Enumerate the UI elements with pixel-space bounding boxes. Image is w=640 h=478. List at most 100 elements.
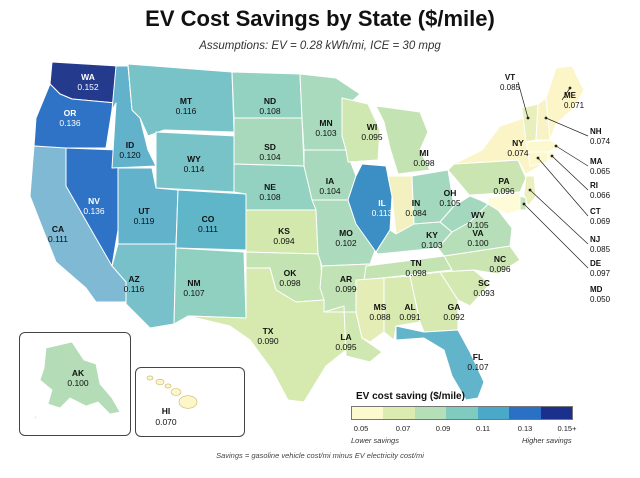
state-abbr-hi: HI (162, 406, 171, 416)
state-value-nc: 0.096 (489, 264, 511, 274)
leader-lines (517, 81, 589, 269)
state-value-ga: 0.092 (443, 312, 465, 322)
state-value-mi: 0.098 (413, 158, 435, 168)
state-value-oh: 0.105 (439, 198, 461, 208)
state-abbr-co: CO (202, 214, 215, 224)
state-value-nh: 0.074 (590, 137, 611, 146)
leader-dot-ct (536, 156, 540, 160)
state-value-ks: 0.094 (273, 236, 295, 246)
legend-swatch (352, 407, 384, 419)
state-value-wy: 0.114 (184, 164, 205, 174)
state-value-nm: 0.107 (183, 288, 205, 298)
state-value-mn: 0.103 (315, 128, 337, 138)
state-value-sd: 0.104 (259, 152, 281, 162)
state-abbr-mn: MN (319, 118, 332, 128)
legend-tick-label: 0.15+ (557, 424, 577, 433)
state-hi-island (164, 383, 172, 389)
state-value-pa: 0.096 (493, 186, 515, 196)
state-value-tx: 0.090 (257, 336, 279, 346)
state-abbr-ca: CA (52, 224, 64, 234)
state-value-me: 0.071 (564, 101, 585, 110)
legend-ticks: 0.05 0.07 0.09 0.11 0.13 0.15+ (343, 424, 583, 436)
state-abbr-ny: NY (512, 138, 524, 148)
state-value-mo: 0.102 (335, 238, 357, 248)
state-nv (65, 147, 119, 267)
state-wi (341, 97, 381, 163)
state-abbr-nh: NH (590, 127, 602, 136)
state-abbr-wy: WY (187, 154, 201, 164)
state-value-in: 0.084 (405, 208, 427, 218)
state-abbr-nj: NJ (590, 235, 600, 244)
state-ma (525, 139, 563, 153)
state-value-al: 0.091 (399, 312, 421, 322)
state-shapes (29, 61, 585, 403)
legend-swatch (540, 407, 572, 419)
leader-line-ma (555, 145, 589, 167)
state-abbr-ct: CT (590, 207, 601, 216)
legend-swatch (383, 407, 415, 419)
leader-line-me (561, 87, 571, 101)
state-value-or: 0.136 (59, 118, 81, 128)
state-value-ia: 0.104 (319, 186, 341, 196)
state-abbr-vt: VT (505, 73, 515, 82)
state-abbr-id: ID (126, 140, 135, 150)
state-value-tn: 0.098 (405, 268, 427, 278)
leader-line-ct (537, 157, 589, 217)
state-abbr-ri: RI (590, 181, 598, 190)
state-abbr-pa: PA (498, 176, 509, 186)
state-abbr-ks: KS (278, 226, 290, 236)
state-abbr-sd: SD (264, 142, 276, 152)
state-value-ak: 0.100 (67, 378, 89, 388)
state-value-ok: 0.098 (279, 278, 301, 288)
state-value-ne: 0.108 (259, 192, 281, 202)
state-abbr-mi: MI (419, 148, 428, 158)
state-mi (375, 105, 431, 175)
state-abbr-de: DE (590, 259, 602, 268)
state-value-ri: 0.066 (590, 191, 611, 200)
state-value-la: 0.095 (335, 342, 357, 352)
state-hi-island (178, 395, 198, 409)
state-value-il: 0.113 (372, 208, 393, 218)
state-abbr-sc: SC (478, 278, 490, 288)
leader-line-nh (545, 117, 589, 137)
state-value-mt: 0.116 (176, 106, 197, 116)
state-abbr-fl: FL (473, 352, 483, 362)
legend-tick-label: 0.11 (475, 424, 491, 433)
state-value-ma: 0.065 (590, 167, 611, 176)
state-abbr-ak: AK (72, 368, 85, 378)
state-abbr-la: LA (340, 332, 351, 342)
legend-high-label: Higher savings (522, 436, 572, 445)
state-abbr-ky: KY (426, 230, 438, 240)
state-abbr-mt: MT (180, 96, 193, 106)
state-value-fl: 0.107 (467, 362, 489, 372)
state-value-vt: 0.085 (500, 83, 521, 92)
legend-tick-label: 0.05 (353, 424, 369, 433)
state-abbr-ok: OK (284, 268, 298, 278)
state-hi-island (170, 388, 182, 396)
state-value-nd: 0.108 (259, 106, 281, 116)
legend-swatch (477, 407, 510, 419)
state-hi-island (155, 378, 165, 386)
state-value-wv: 0.105 (467, 220, 489, 230)
state-value-wa: 0.152 (77, 82, 99, 92)
legend-low-label: Lower savings (351, 436, 399, 445)
leader-line-vt (517, 81, 529, 119)
state-value-ny: 0.074 (507, 148, 529, 158)
state-abbr-or: OR (64, 108, 77, 118)
state-value-ct: 0.069 (590, 217, 611, 226)
state-or (33, 83, 117, 149)
state-abbr-ut: UT (138, 206, 150, 216)
state-value-ca: 0.111 (48, 234, 68, 244)
state-abbr-wa: WA (81, 72, 95, 82)
state-value-id: 0.120 (119, 150, 141, 160)
state-hi-island (146, 375, 154, 381)
state-value-nv: 0.136 (83, 206, 105, 216)
state-value-md: 0.050 (590, 295, 611, 304)
state-abbr-md: MD (590, 285, 603, 294)
state-value-ms: 0.088 (369, 312, 391, 322)
state-value-nj: 0.085 (590, 245, 611, 254)
state-abbr-al: AL (404, 302, 415, 312)
leader-dot-nh (544, 116, 548, 120)
state-abbr-ma: MA (590, 157, 603, 166)
